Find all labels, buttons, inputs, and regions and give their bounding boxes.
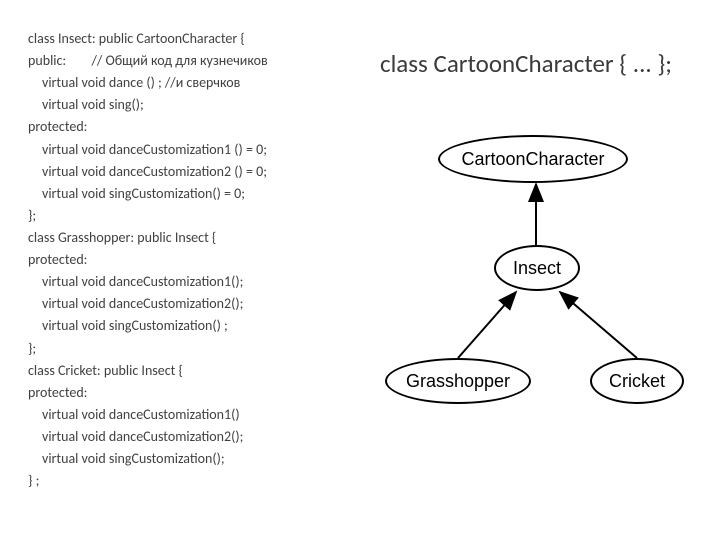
- code-line: virtual void danceCustomization2 () = 0;: [28, 161, 358, 183]
- code-line: virtual void danceCustomization2();: [28, 293, 358, 315]
- code-line: virtual void singCustomization() = 0;: [28, 183, 358, 205]
- code-line: class Insect: public CartoonCharacter {: [28, 28, 358, 50]
- code-line: virtual void dance () ; //и сверчков: [28, 72, 358, 94]
- code-line: protected:: [28, 116, 358, 138]
- code-line: virtual void danceCustomization1();: [28, 271, 358, 293]
- diagram-node-insect: Insect: [494, 245, 580, 291]
- code-line: virtual void sing();: [28, 94, 358, 116]
- code-line: virtual void singCustomization() ;: [28, 315, 358, 337]
- code-line: } ;: [28, 470, 358, 492]
- code-line: virtual void danceCustomization1(): [28, 404, 358, 426]
- code-line: class Grasshopper: public Insect {: [28, 227, 358, 249]
- diagram-node-cartoon: CartoonCharacter: [438, 135, 628, 183]
- code-line: virtual void danceCustomization2();: [28, 426, 358, 448]
- code-line: virtual void danceCustomization1 () = 0;: [28, 139, 358, 161]
- code-line: protected:: [28, 249, 358, 271]
- code-line: protected:: [28, 382, 358, 404]
- inheritance-diagram: CartoonCharacter Insect Grasshopper Cricket: [375, 120, 705, 440]
- diagram-edge: [560, 292, 637, 358]
- code-block: class Insect: public CartoonCharacter {p…: [28, 28, 358, 492]
- code-line: class Cricket: public Insect {: [28, 360, 358, 382]
- diagram-node-cricket: Cricket: [590, 358, 684, 404]
- code-line: virtual void singCustomization();: [28, 448, 358, 470]
- code-line: };: [28, 338, 358, 360]
- diagram-edge: [458, 292, 516, 358]
- code-line: };: [28, 205, 358, 227]
- page-title: class CartoonCharacter { ... };: [380, 48, 672, 79]
- code-line: public: // Общий код для кузнечиков: [28, 50, 358, 72]
- diagram-node-grasshopper: Grasshopper: [385, 358, 531, 404]
